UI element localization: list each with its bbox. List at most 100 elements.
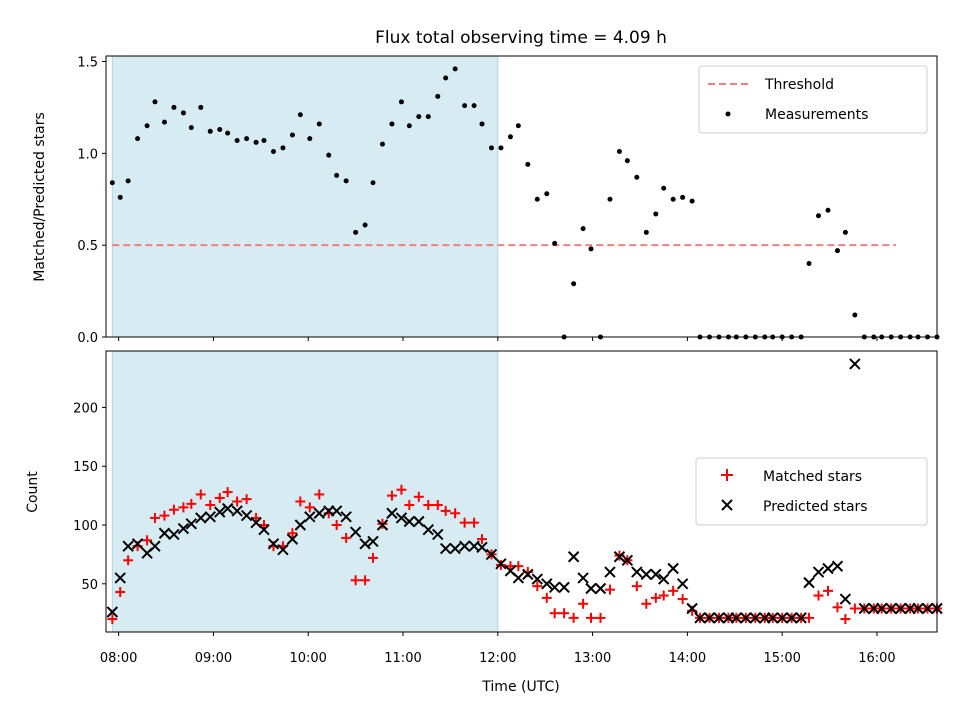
matched-star-point	[549, 608, 560, 619]
measurement-point	[624, 158, 630, 164]
shaded-observing-span	[111, 55, 499, 338]
measurement-point	[515, 123, 521, 129]
predicted-star-point	[713, 612, 725, 624]
predicted-star-point	[803, 576, 815, 589]
predicted-star-point	[686, 602, 698, 615]
matched-star-point	[541, 592, 552, 603]
matched-star-point	[559, 608, 570, 619]
measurement-point	[171, 104, 177, 110]
top-y-axis-label: Matched/Predicted stars	[32, 112, 48, 282]
measurement-point	[816, 213, 822, 219]
measurement-point	[362, 222, 368, 228]
matched-star-point	[813, 590, 824, 601]
measurement-point	[379, 141, 385, 147]
predicted-star-point	[604, 566, 616, 578]
predicted-star-point	[531, 573, 544, 585]
y-tick-label: 150	[73, 460, 98, 475]
predicted-star-point	[106, 606, 119, 618]
measurement-point	[389, 121, 395, 127]
predicted-star-point	[258, 524, 270, 536]
measurement-point	[334, 172, 340, 178]
x-tick-label: 14:00	[669, 651, 706, 666]
predicted-star-point	[585, 582, 597, 595]
predicted-star-point	[703, 612, 716, 624]
predicted-star-point	[158, 527, 171, 539]
predicted-star-point	[849, 358, 861, 370]
predicted-star-point	[476, 541, 488, 554]
predicted-star-point	[195, 512, 207, 524]
legend-threshold-label: Threshold	[764, 77, 834, 93]
measurement-point	[479, 121, 485, 127]
matched-star-point	[149, 512, 160, 523]
measurement-point	[244, 136, 250, 142]
measurement-point	[852, 312, 858, 318]
matched-star-point	[123, 555, 134, 566]
chart-title: Flux total observing time = 4.09 h	[375, 28, 667, 48]
predicted-star-point	[921, 602, 934, 615]
legend-matched-label: Matched stars	[763, 469, 862, 485]
matched-star-point	[450, 508, 461, 519]
measurement-point	[680, 194, 686, 200]
matched-star-point	[650, 592, 661, 603]
predicted-star-point	[894, 602, 907, 615]
matched-star-point	[350, 575, 361, 586]
predicted-star-point	[548, 581, 561, 594]
measurement-point	[452, 66, 458, 72]
measurement-point	[261, 137, 267, 143]
measurement-point	[180, 110, 186, 116]
matched-star-point	[367, 552, 378, 563]
matched-star-point	[586, 612, 597, 623]
matched-star-point	[840, 614, 851, 625]
predicted-star-point	[831, 560, 844, 572]
predicted-star-point	[413, 515, 425, 528]
y-tick-label: 200	[73, 401, 98, 416]
predicted-star-point	[313, 507, 325, 519]
matched-star-point	[295, 496, 306, 507]
measurement-point	[225, 130, 231, 136]
measurement-point	[416, 114, 422, 120]
matched-star-point	[386, 490, 397, 501]
predicted-star-point	[541, 578, 553, 590]
measurement-point	[471, 103, 477, 109]
predicted-star-point	[386, 507, 398, 519]
matched-star-point	[631, 581, 642, 592]
measurement-point	[488, 145, 494, 151]
measurement-point	[825, 207, 831, 213]
predicted-star-point	[795, 612, 807, 624]
matched-star-point	[195, 489, 206, 500]
measurement-point	[607, 196, 613, 202]
x-tick-label: 13:00	[574, 651, 611, 666]
measurement-point	[588, 246, 594, 252]
measurement-point	[842, 229, 848, 235]
matched-star-point	[287, 528, 298, 539]
predicted-star-point	[740, 612, 752, 624]
top-legend: Threshold Measurements	[698, 65, 928, 134]
predicted-star-point	[294, 519, 307, 531]
matched-star-point	[314, 489, 325, 500]
matched-star-point	[205, 500, 216, 511]
matched-star-point	[214, 492, 225, 503]
measurement-point	[634, 174, 640, 180]
predicted-star-point	[730, 612, 743, 624]
measurement-point	[117, 194, 123, 200]
measurement-point	[498, 145, 504, 151]
measurement-point	[643, 229, 649, 235]
predicted-star-point	[495, 558, 507, 570]
predicted-star-point	[304, 511, 316, 523]
predicted-star-point	[858, 602, 871, 615]
matched-star-point	[107, 614, 118, 625]
matched-star-point	[658, 590, 669, 601]
measurement-point	[689, 198, 695, 204]
measurement-point	[289, 132, 295, 138]
predicted-star-point	[458, 540, 471, 552]
predicted-star-point	[522, 568, 534, 581]
matched-star-point	[532, 581, 543, 592]
predicted-star-point	[694, 612, 706, 624]
measurement-point	[152, 99, 158, 105]
measurement-point	[406, 123, 412, 129]
predicted-star-point	[485, 548, 498, 561]
matched-star-point	[159, 510, 170, 521]
matched-star-point	[822, 585, 833, 596]
matched-star-point	[578, 598, 589, 609]
predicted-star-point	[231, 505, 243, 517]
